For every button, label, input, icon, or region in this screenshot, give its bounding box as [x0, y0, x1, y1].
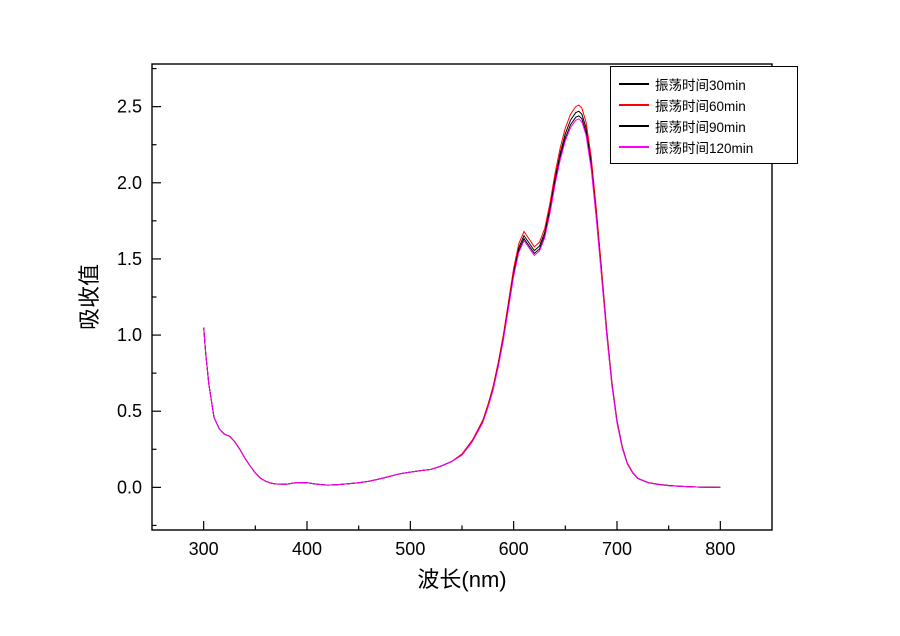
legend-line-sample — [619, 103, 649, 106]
y-tick-label: 2.5 — [117, 97, 142, 117]
x-tick-label: 300 — [189, 539, 219, 559]
x-tick-label: 700 — [602, 539, 632, 559]
legend-line-sample — [619, 145, 649, 148]
legend-item: 振荡时间30min — [619, 73, 789, 94]
legend-line-sample — [619, 124, 649, 127]
legend-item: 振荡时间60min — [619, 94, 789, 115]
x-tick-label: 800 — [705, 539, 735, 559]
series-line-0 — [203, 110, 721, 488]
x-tick-label: 400 — [292, 539, 322, 559]
axis-ticks — [152, 67, 721, 530]
legend-label: 振荡时间60min — [655, 98, 746, 114]
y-tick-label: 2.0 — [117, 173, 142, 193]
x-tick-label: 600 — [499, 539, 529, 559]
y-tick-label: 1.0 — [117, 325, 142, 345]
legend-item: 振荡时间90min — [619, 115, 789, 136]
legend-label: 振荡时间30min — [655, 77, 746, 93]
tick-labels: 300 400 500 600 700 800 0.0 0.5 1.0 1.5 2.0 2.5 — [117, 97, 735, 559]
y-tick-label: 1.5 — [117, 249, 142, 269]
x-axis-title: 波长(nm) — [417, 567, 507, 592]
legend-item: 振荡时间120min — [619, 136, 789, 157]
legend-label: 振荡时间120min — [655, 140, 754, 156]
series-line-2 — [203, 115, 721, 488]
y-axis-title: 吸收值 — [77, 263, 102, 331]
y-tick-label: 0.0 — [117, 477, 142, 497]
y-tick-label: 0.5 — [117, 401, 142, 421]
legend-label: 振荡时间90min — [655, 119, 746, 135]
legend: 振荡时间30min 振荡时间60min 振荡时间90min 振荡时间120min — [610, 66, 798, 164]
legend-line-sample — [619, 82, 649, 85]
x-tick-label: 500 — [395, 539, 425, 559]
series-line-3 — [203, 118, 721, 488]
